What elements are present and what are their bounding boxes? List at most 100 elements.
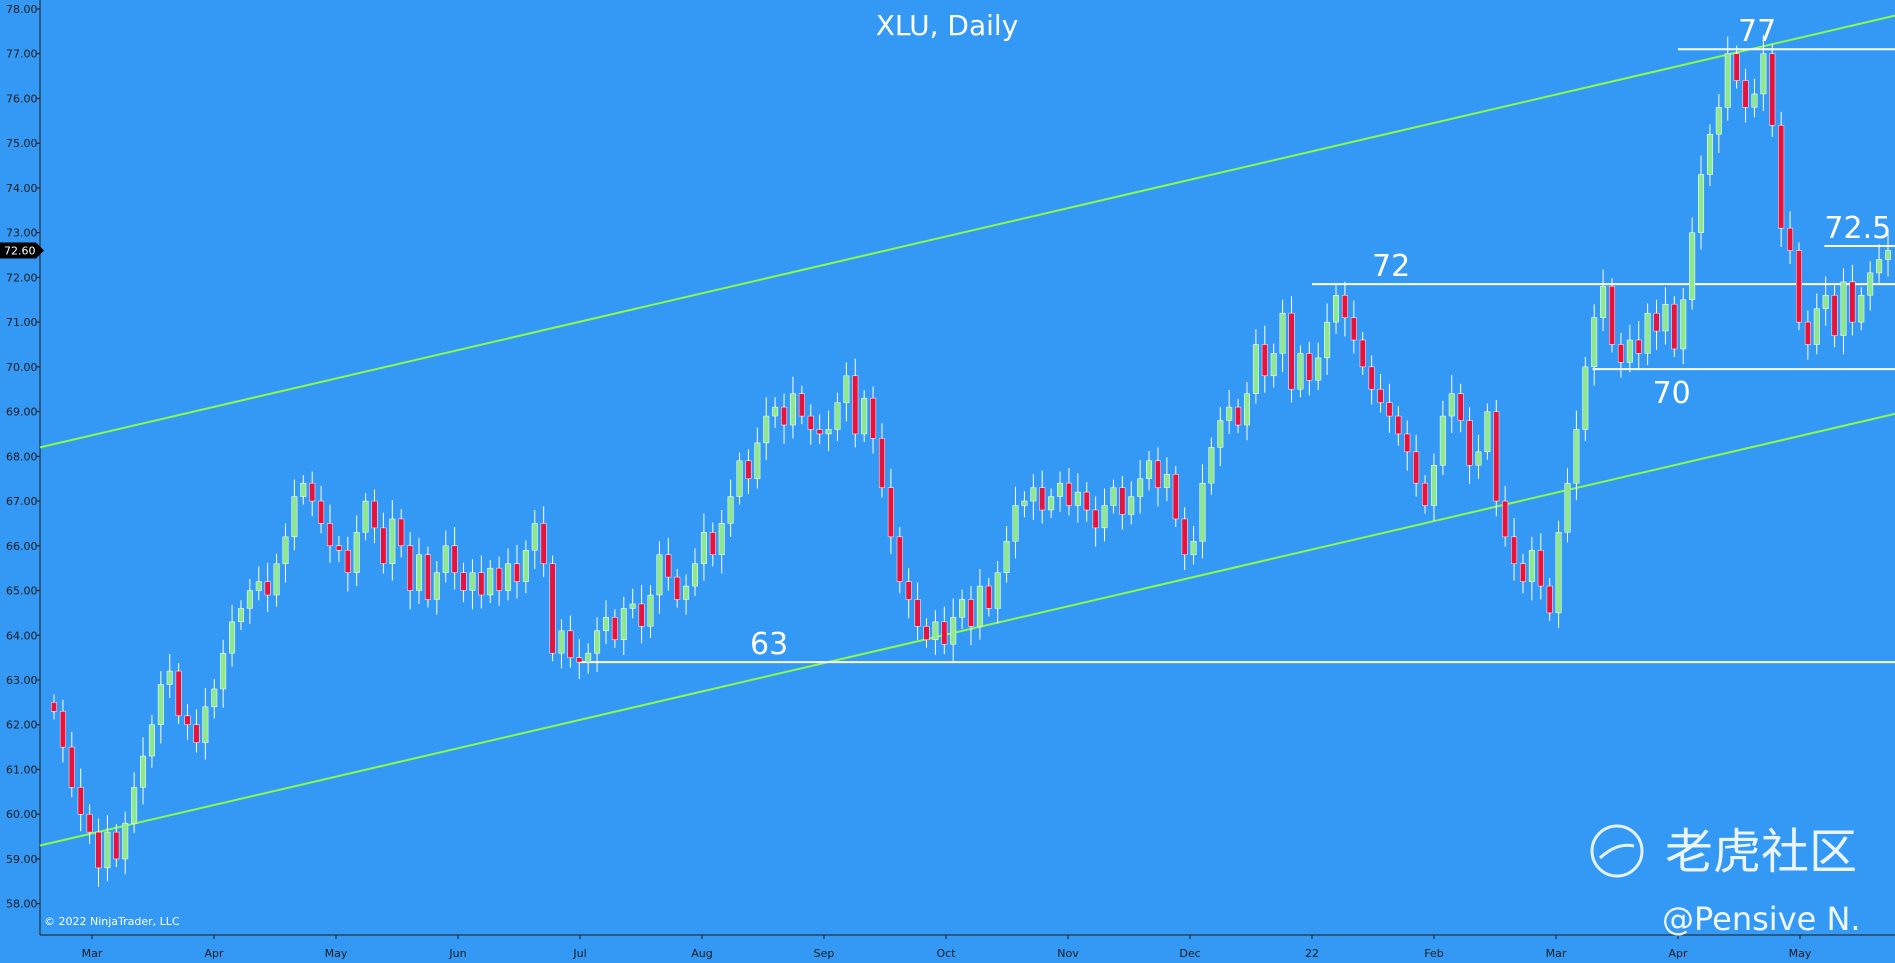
candle-body [1573,429,1580,484]
candle [1333,285,1340,334]
candle [647,585,654,638]
candle [1172,466,1179,527]
candle [1484,403,1491,460]
candle-body [1600,286,1607,318]
candle-body [950,617,957,645]
candle [335,535,342,562]
candle-body [709,532,716,555]
candle [1822,276,1829,326]
candle [193,709,200,753]
candle-body [487,567,494,596]
candle [1564,467,1571,543]
candle [1733,45,1740,89]
candle [131,772,138,833]
watermark-brand: 老虎社区 [1665,824,1857,880]
candle [50,694,58,720]
candle [505,548,512,601]
candle [148,714,155,768]
candle-body [1021,500,1028,506]
candle [1422,475,1429,514]
candle [1769,43,1776,137]
candle-body [148,724,155,757]
candle [1404,420,1411,471]
candle [1617,332,1624,378]
candle-body [202,706,209,743]
candle [282,523,289,583]
candle [291,479,298,551]
candle [967,586,975,646]
candle-body [1074,491,1081,506]
candle-body [1724,53,1731,108]
candle-body [407,545,414,591]
candle [184,704,191,740]
x-tick-label: Mar [82,947,103,960]
candle [1368,355,1375,405]
candle-body [1395,415,1402,435]
candle-body [237,608,244,623]
candle-body [1787,227,1794,251]
candle [1030,474,1037,520]
candle [1110,479,1117,514]
candle [870,386,877,454]
candle [1698,155,1705,250]
candle [1021,491,1028,518]
candle-body [1671,303,1678,350]
candle-body [1635,339,1642,354]
candle-body [353,532,360,573]
candle-body [1261,344,1268,377]
candle [656,541,663,614]
x-tick-label: Nov [1057,947,1079,960]
candle [700,513,707,581]
candle [1466,407,1473,485]
candle-body [1243,393,1251,426]
candle-body [1564,482,1571,533]
candle-body [1235,406,1242,426]
candle-body [398,518,405,547]
candle [451,527,458,590]
candle [540,506,547,578]
y-tick-label: 72.00 [6,271,38,284]
x-tick-label: Apr [1668,947,1688,960]
candle [496,556,503,606]
candle [469,559,476,610]
candle [1662,287,1669,345]
candle-body [825,429,832,435]
candle [1884,231,1892,277]
candle-body [789,393,796,426]
candle-body [1048,496,1055,511]
candle-body [1341,295,1348,318]
candle [433,561,440,615]
candle [416,537,423,604]
candle-body [1386,402,1393,417]
candle [1208,437,1215,495]
candle [1065,467,1072,516]
candle [1511,518,1518,581]
y-tick-label: 63.00 [6,674,38,687]
candle-body [674,576,681,600]
candle [1341,281,1348,337]
candle [567,615,574,668]
y-tick-label: 64.00 [6,629,38,642]
candle-body [843,375,850,403]
candle-body [602,617,609,632]
candle [594,617,601,672]
candle [140,737,147,805]
candle-body [1252,344,1259,394]
candle [77,768,84,832]
candle [1181,507,1188,570]
level-label: 70 [1653,376,1691,411]
candle-body [1528,550,1535,582]
candle-body [1208,447,1215,484]
level-label: 63 [750,627,788,662]
candle-body [1163,473,1170,488]
candle [157,671,164,744]
candle-body [1288,312,1295,390]
candle-body [1831,295,1838,336]
candle-body [273,563,280,596]
y-tick-label: 65.00 [6,585,38,598]
watermark: 老虎社区 @Pensive N. [1590,824,1861,938]
candle [478,555,485,609]
candle-body [1217,420,1224,448]
candle-body [1306,353,1313,381]
watermark-handle: @Pensive N. [1662,900,1861,938]
